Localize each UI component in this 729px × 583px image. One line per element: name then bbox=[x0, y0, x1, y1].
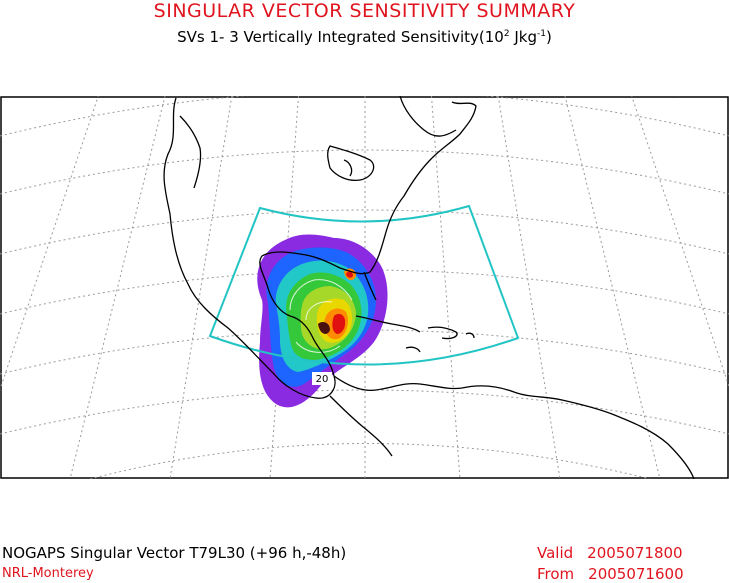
longitude-line bbox=[269, 96, 300, 479]
puerto-rico bbox=[465, 332, 475, 339]
map-panel: 20 bbox=[0, 96, 729, 479]
canada-coast bbox=[399, 96, 457, 137]
valid-time: Valid 2005071800 bbox=[537, 544, 683, 562]
subtitle-units: Jkg bbox=[509, 28, 537, 46]
florida-tip bbox=[363, 271, 377, 301]
latitude-line bbox=[89, 443, 651, 479]
subtitle-exponent: 2 bbox=[503, 29, 510, 39]
pacific-coast bbox=[163, 97, 336, 399]
chart-subtitle: SVs 1- 3 Vertically Integrated Sensitivi… bbox=[0, 28, 729, 46]
valid-label: Valid bbox=[537, 544, 574, 562]
contour-label-box bbox=[312, 372, 332, 385]
contour-label: 20 bbox=[316, 374, 329, 385]
hispaniola bbox=[427, 326, 458, 340]
south-america-coast bbox=[333, 375, 695, 479]
from-value: 2005071600 bbox=[588, 565, 684, 583]
us-gulf-atlantic-coast bbox=[299, 157, 433, 275]
latitude-line bbox=[0, 269, 729, 315]
latitude-line bbox=[0, 389, 729, 435]
valid-value: 2005071800 bbox=[587, 544, 683, 562]
chart-title: SINGULAR VECTOR SENSITIVITY SUMMARY bbox=[153, 0, 576, 22]
latitude-line bbox=[0, 149, 729, 195]
subtitle-close: ) bbox=[545, 28, 552, 46]
longitude-line bbox=[631, 96, 729, 389]
latitude-line bbox=[0, 329, 729, 375]
great-lakes bbox=[327, 145, 375, 182]
mexico-gulf-coast bbox=[259, 251, 335, 377]
contour-line bbox=[305, 301, 333, 321]
contour-red-north bbox=[346, 271, 353, 278]
longitude-line bbox=[497, 96, 561, 479]
from-time: From 2005071600 bbox=[537, 565, 684, 583]
longitude-line bbox=[564, 96, 661, 479]
model-line: NOGAPS Singular Vector T79L30 (+96 h,-48… bbox=[2, 544, 347, 562]
longitude-line bbox=[0, 96, 99, 392]
from-label: From bbox=[537, 565, 575, 583]
map-svg: 20 bbox=[0, 96, 729, 479]
contour-line bbox=[295, 341, 341, 353]
jamaica bbox=[405, 346, 421, 353]
coastlines bbox=[163, 96, 695, 479]
organization: NRL-Monterey bbox=[2, 566, 94, 581]
contour-red bbox=[332, 313, 346, 334]
latitude-line bbox=[0, 209, 729, 255]
sensitivity-field bbox=[257, 234, 388, 408]
graticule bbox=[0, 96, 729, 479]
target-domain-box bbox=[208, 204, 520, 366]
central-america-pacific bbox=[329, 395, 393, 457]
longitude-line bbox=[430, 96, 461, 479]
longitude-line bbox=[169, 96, 233, 479]
inland-feature bbox=[179, 115, 202, 189]
latitude-line bbox=[0, 96, 729, 137]
cuba bbox=[355, 315, 421, 333]
great-lakes-inner bbox=[343, 159, 353, 177]
longitude-line bbox=[69, 96, 166, 479]
contour-lines bbox=[289, 279, 353, 353]
contour-line bbox=[289, 279, 353, 311]
contour-max-core bbox=[318, 322, 330, 334]
subtitle-prefix: SVs 1- 3 Vertically Integrated Sensitivi… bbox=[177, 28, 504, 46]
subtitle-units-exponent: -1 bbox=[537, 29, 546, 39]
northeast-coast bbox=[431, 101, 477, 159]
